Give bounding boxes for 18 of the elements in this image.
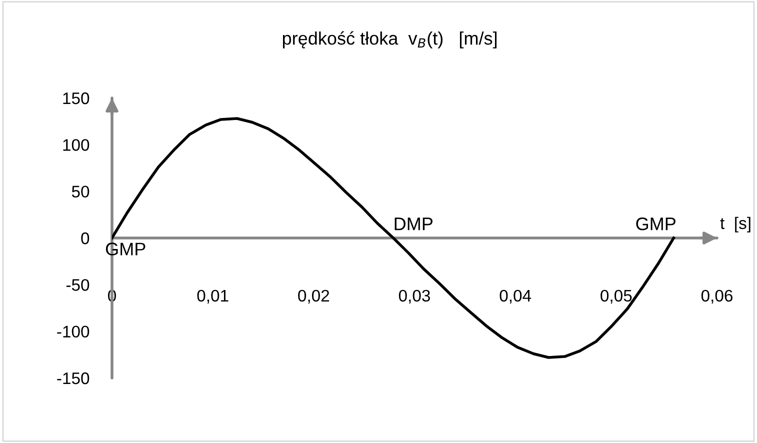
y-tick-label: 0: [81, 232, 90, 244]
y-tick-label: -50: [66, 279, 90, 291]
y-tick-label: 50: [72, 186, 90, 198]
x-tick-label: 0,04: [500, 290, 532, 304]
chart-title: prędkość tłoka v$_{B}$(t) [m/s]: [282, 31, 497, 48]
x-tick-label: 0,05: [600, 290, 632, 304]
annotation: GMP: [636, 217, 676, 230]
x-tick-label: 0,06: [701, 290, 732, 304]
annotation: DMP: [394, 218, 432, 230]
x-tick-label: 0,01: [197, 290, 228, 304]
x-tick-label: 0,03: [398, 290, 430, 304]
x-tick-label: 0,02: [298, 290, 330, 304]
y-tick-label: 100: [63, 139, 90, 151]
x-axis-title: t [s]: [720, 216, 750, 232]
annotation: GMP: [106, 242, 146, 256]
y-tick-label: 150: [63, 92, 90, 104]
y-tick-label: -150: [57, 372, 90, 384]
y-tick-label: -100: [57, 326, 90, 338]
